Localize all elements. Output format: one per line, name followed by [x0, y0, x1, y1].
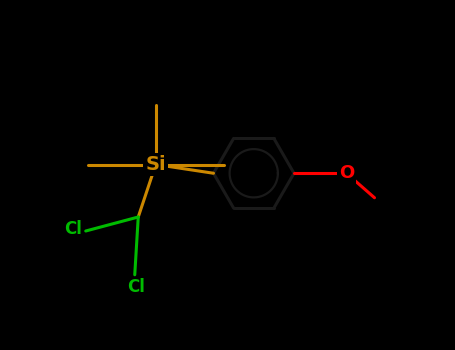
Text: O: O	[339, 164, 354, 182]
Text: Cl: Cl	[64, 220, 82, 238]
Text: Cl: Cl	[127, 278, 146, 296]
Text: Si: Si	[146, 155, 166, 174]
